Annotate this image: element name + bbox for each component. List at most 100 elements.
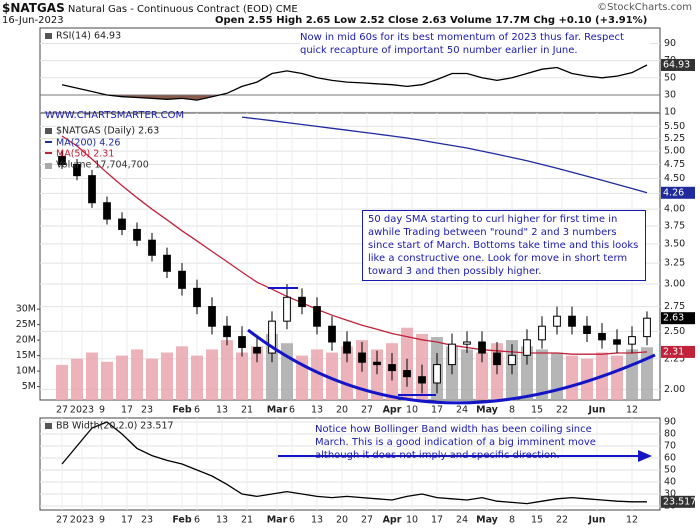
candle-body: [418, 376, 426, 384]
legend-icon: [45, 423, 52, 429]
x-tick-label: 23: [141, 515, 153, 526]
price-note: 50 day SMA starting to curl higher for f…: [362, 210, 646, 281]
x-tick-label: 12: [626, 405, 638, 416]
candle-body: [313, 306, 321, 327]
x-tick-label: Feb: [172, 515, 192, 526]
candle-body: [223, 325, 231, 338]
last-value-box: [661, 186, 695, 199]
x-tick-label: 12: [626, 515, 638, 526]
legend-swatch: [45, 141, 52, 143]
symbol: $NATGAS: [2, 1, 65, 15]
y-tick-label: 5.00: [664, 146, 685, 157]
panel-title: BB Width(20,2.0) 23.517: [56, 421, 174, 432]
panel-title: $NATGAS (Daily) 2.63: [56, 126, 159, 137]
volume-bar: [476, 352, 488, 400]
instrument-name: Natural Gas - Continuous Contract (EOD) …: [67, 4, 298, 15]
y2-tick-label: 30M: [16, 304, 36, 315]
candle-body: [328, 325, 336, 343]
volume-bar: [536, 349, 548, 400]
header-title: $NATGAS Natural Gas - Continuous Contrac…: [2, 1, 298, 15]
y-tick-label: 60: [664, 452, 676, 463]
y-tick-label: 5.50: [664, 121, 685, 132]
coil-arrowhead: [638, 450, 652, 462]
x-tick-label: May: [476, 405, 499, 416]
y-tick-label: 2.25: [664, 353, 685, 364]
oversold-area: [62, 94, 647, 101]
x-tick-label: 17: [121, 515, 133, 526]
volume-bar: [251, 346, 263, 400]
candle-body: [373, 361, 381, 366]
x-tick-label: Feb: [172, 405, 192, 416]
x-tick-label: 17: [431, 405, 443, 416]
candle-body: [508, 354, 516, 366]
candle-body: [553, 315, 561, 327]
x-tick-label: Jun: [587, 515, 605, 526]
x-tick-label: 10: [406, 405, 418, 416]
candle-body: [268, 320, 276, 354]
x-tick-label: 21: [241, 515, 253, 526]
x-tick-label: 8: [509, 405, 515, 416]
watermark: WWW.CHARTSMARTER.COM: [45, 110, 185, 121]
x-tick-label: 15: [531, 515, 543, 526]
candle-body: [253, 346, 261, 354]
volume-bar: [626, 349, 638, 400]
y-tick-label: 2.00: [664, 384, 685, 395]
volume-bar: [146, 358, 158, 400]
y2-tick-label: 5M: [22, 381, 36, 392]
legend-icon: [45, 128, 52, 134]
x-tick-label: Apr: [383, 405, 402, 416]
y-tick-label: 5.25: [664, 133, 685, 144]
x-tick-label: 27: [56, 515, 68, 526]
volume-bar: [611, 355, 623, 400]
y-tick-label: 50: [664, 465, 676, 476]
x-tick-label: 27: [361, 405, 373, 416]
volume-bar: [131, 349, 143, 400]
legend-icon: [45, 33, 52, 39]
x-tick-label: 13: [311, 405, 323, 416]
y-tick-label: 4.50: [664, 173, 685, 184]
candle-body: [118, 218, 126, 230]
candle-body: [538, 325, 546, 341]
series-line: [61, 421, 647, 505]
candle-body: [148, 239, 156, 256]
candle-body: [643, 317, 651, 338]
volume-bar: [281, 343, 293, 400]
y-tick-label: 2.50: [664, 326, 685, 337]
x-tick-label: 17: [121, 405, 133, 416]
x-tick-label: 13: [216, 405, 228, 416]
panel-frame: [39, 417, 661, 511]
volume-bar: [56, 364, 68, 400]
volume-bar: [191, 355, 203, 400]
x-tick-label: Jun: [587, 405, 605, 416]
volume-bar: [101, 361, 113, 400]
candle-body: [388, 364, 396, 372]
y-tick-label: 2.75: [664, 301, 685, 312]
volume-bar: [326, 352, 338, 400]
candle-body: [358, 352, 366, 363]
volume-bar: [236, 352, 248, 400]
x-tick-label: 13: [216, 515, 228, 526]
x-tick-label: 2023: [70, 405, 94, 416]
candle-body: [58, 155, 66, 165]
rsi-note: Now in mid 60s for its best momentum of …: [300, 31, 650, 57]
last-value-label: 23.517: [663, 496, 696, 507]
volume-bar: [86, 352, 98, 400]
y-tick-label: 50: [664, 72, 676, 83]
volume-bar: [161, 352, 173, 400]
candle-body: [493, 352, 501, 366]
last-value-label: 2.31: [663, 346, 684, 357]
x-tick-label: 2023: [70, 515, 94, 526]
last-value-box: [661, 345, 695, 358]
bb-note: Notice how Bollinger Band width has been…: [315, 424, 596, 461]
candle-body: [448, 343, 456, 366]
y-tick-label: 3.75: [664, 220, 685, 231]
y-tick-label: 3.25: [664, 258, 685, 269]
last-value-box: [661, 58, 695, 71]
x-tick-label: 10: [406, 515, 418, 526]
y-tick-label: 70: [664, 440, 676, 451]
x-tick-label: 8: [509, 515, 515, 526]
volume-bar: [551, 352, 563, 400]
y2-tick-label: 20M: [16, 335, 36, 346]
candle-body: [103, 202, 111, 220]
